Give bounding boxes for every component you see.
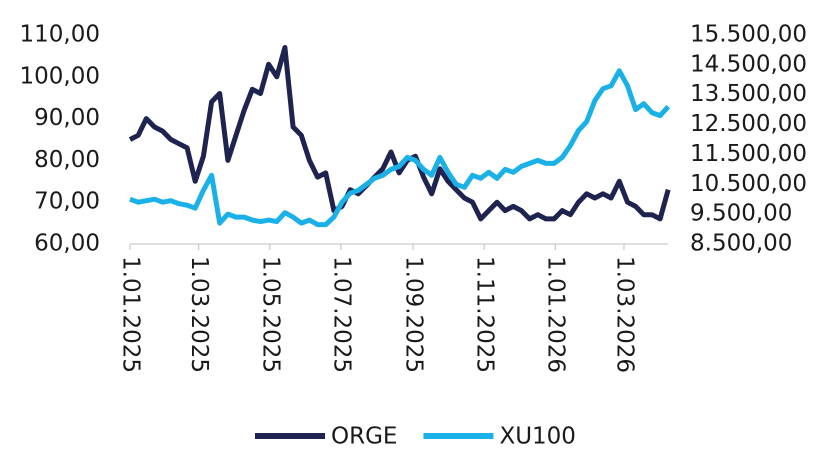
- y-tick-label: 100,00: [20, 63, 100, 89]
- x-tick-label: 1.07.2025: [328, 256, 354, 373]
- x-tick-label: 1.03.2026: [611, 256, 637, 373]
- y2-tick-label: 10.500,00: [690, 171, 807, 197]
- y2-tick-label: 15.500,00: [690, 22, 807, 48]
- series-line: [128, 45, 671, 222]
- y-tick-label: 90,00: [34, 105, 100, 131]
- x-tick-label: 1.03.2025: [186, 256, 212, 373]
- y2-tick-label: 9.500,00: [690, 201, 792, 227]
- legend-label: XU100: [499, 424, 576, 450]
- x-tick-label: 1.09.2025: [401, 256, 427, 373]
- series-line: [129, 68, 671, 228]
- y2-tick-label: 14.500,00: [690, 51, 807, 77]
- y2-tick-label: 11.500,00: [690, 141, 807, 167]
- y-tick-label: 80,00: [34, 147, 100, 173]
- x-tick-label: 1.05.2025: [257, 256, 283, 373]
- y-tick-label: 60,00: [34, 231, 100, 257]
- y2-tick-label: 12.500,00: [690, 111, 807, 137]
- y-tick-label: 70,00: [34, 189, 100, 215]
- x-tick-label: 1.11.2025: [472, 256, 498, 373]
- y2-tick-label: 13.500,00: [690, 81, 807, 107]
- y-tick-label: 110,00: [20, 22, 100, 48]
- x-tick-label: 1.01.2025: [118, 256, 144, 373]
- legend-label: ORGE: [331, 424, 397, 450]
- y2-tick-label: 8.500,00: [690, 231, 792, 257]
- x-tick-label: 1.01.2026: [543, 256, 569, 373]
